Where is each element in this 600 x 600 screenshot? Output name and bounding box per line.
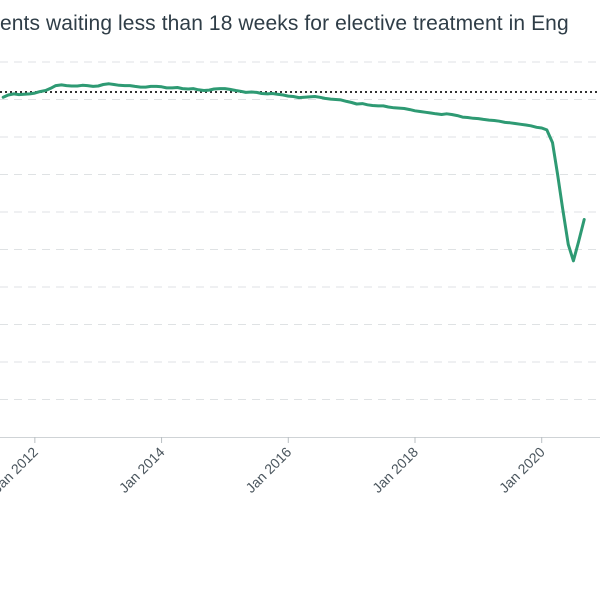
- chart-title: ents waiting less than 18 weeks for elec…: [0, 12, 569, 35]
- x-tick-label: Jan 2012: [0, 444, 41, 496]
- gridlines: [0, 61, 600, 400]
- x-tick-label: Jan 2020: [496, 444, 548, 496]
- x-tick-label: Jan 2018: [369, 444, 421, 496]
- x-tick-label: Jan 2016: [242, 444, 294, 496]
- x-tick-label: Jan 2014: [116, 444, 168, 496]
- series-line: [1, 82, 586, 263]
- x-ticks: Jan 2012 Jan 2014 Jan 2016 Jan 2018 Jan 2020: [0, 437, 548, 496]
